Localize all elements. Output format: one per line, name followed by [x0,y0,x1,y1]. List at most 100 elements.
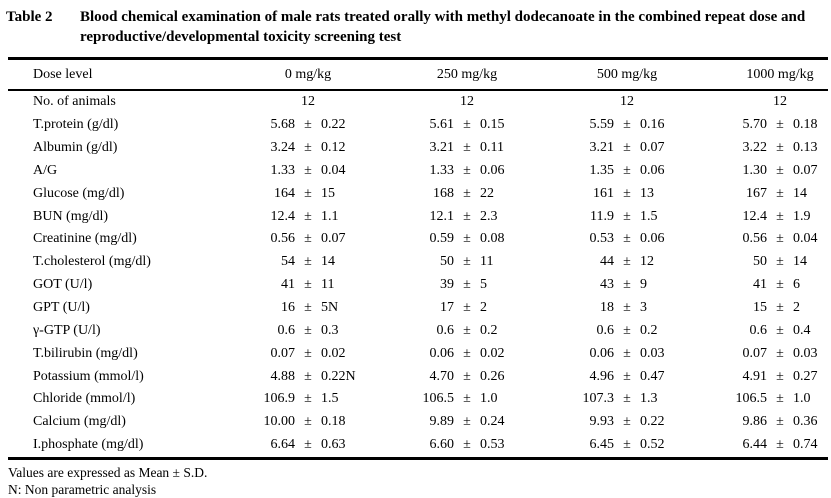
mean-sd-value: 5.61 ±0.15 [413,117,521,133]
plus-minus-sign: ± [623,300,631,316]
plus-minus-sign: ± [776,437,784,453]
row-label: A/G [33,162,58,178]
plus-minus-sign: ± [623,322,631,338]
mean-value: 5.68 [270,117,296,133]
mean-value: 41 [753,277,767,293]
plus-minus-sign: ± [463,185,471,201]
header-row: Dose level 0 mg/kg 250 mg/kg 500 mg/kg 1… [8,60,828,89]
plus-minus-sign: ± [623,231,631,247]
mean-sd-value: 3.22 ±0.13 [726,140,831,156]
mean-sd-value: 0.07 ±0.03 [726,346,831,362]
sd-value: 0.74 [793,437,818,453]
plus-minus-sign: ± [463,231,471,247]
mean-sd-value: 50 ±14 [726,254,831,270]
plus-minus-sign: ± [776,391,784,407]
row-label: I.phosphate (mg/dl) [33,437,144,453]
plus-minus-sign: ± [304,185,312,201]
value-cell: 5.61 ±0.15 [412,117,522,133]
plus-minus-sign: ± [463,437,471,453]
mean-sd-value: 4.88 ±0.22N [254,369,362,385]
value-cell: 0.59 ±0.08 [412,231,522,247]
plus-minus-sign: ± [463,162,471,178]
mean-value: 5.59 [589,117,615,133]
table-row: BUN (mg/dl) 12.4 ±1.1 12.1 ±2.3 11.9 ±1.5 12.4… [8,205,828,228]
value-cell: 0.6 ±0.2 [522,323,732,339]
mean-value: 12.4 [742,208,768,224]
animal-count: 12 [773,94,787,110]
mean-sd-value: 0.6 ±0.2 [413,323,521,339]
mean-value: 0.6 [436,322,455,338]
table-row: Potassium (mmol/l) 4.88 ±0.22N 4.70 ±0.26 4.… [8,365,828,388]
sd-value: 0.22 [321,117,346,133]
sd-value: 0.13 [793,140,818,156]
plus-minus-sign: ± [623,208,631,224]
plus-minus-sign: ± [623,414,631,430]
plus-minus-sign: ± [623,345,631,361]
mean-value: 6.45 [589,437,615,453]
mean-value: 0.07 [270,345,296,361]
table-caption: Table 2 Blood chemical examination of ma… [0,0,831,47]
table-row: T.protein (g/dl) 5.68 ±0.22 5.61 ±0.15 5.59 ±… [8,114,828,137]
data-table: Dose level 0 mg/kg 250 mg/kg 500 mg/kg 1… [8,57,828,460]
header-rule [8,89,828,91]
mean-sd-value: 5.70 ±0.18 [726,117,831,133]
value-cell: 1.35 ±0.06 [522,163,732,179]
plus-minus-sign: ± [463,300,471,316]
sd-value: 14 [321,254,335,270]
column-header: 250 mg/kg [436,66,498,82]
sd-value: 1.0 [793,391,811,407]
mean-sd-value: 54 ±14 [254,254,362,270]
mean-value: 50 [440,254,454,270]
plus-minus-sign: ± [304,437,312,453]
mean-value: 41 [281,277,295,293]
column-header: 500 mg/kg [596,66,658,82]
table-row: GOT (U/l) 41 ±11 39 ±5 43 ±9 41 ±6 [8,274,828,297]
column-header: 0 mg/kg [284,66,332,82]
value-cell: 3.22 ±0.13 [732,140,828,156]
value-cell: 18 ±3 [522,300,732,316]
value-cell: 4.88 ±0.22N [204,369,412,385]
value-cell: 15 ±2 [732,300,828,316]
value-cell: 44 ±12 [522,254,732,270]
mean-value: 54 [281,254,295,270]
plus-minus-sign: ± [304,277,312,293]
mean-value: 1.30 [742,162,768,178]
mean-sd-value: 0.53 ±0.06 [573,231,681,247]
plus-minus-sign: ± [623,140,631,156]
sd-value: 3 [640,300,647,316]
mean-sd-value: 107.3 ±1.3 [573,391,681,407]
mean-value: 50 [753,254,767,270]
value-cell: 41 ±11 [204,277,412,293]
plus-minus-sign: ± [776,254,784,270]
mean-value: 0.56 [742,231,768,247]
sd-value: 14 [793,254,807,270]
plus-minus-sign: ± [776,231,784,247]
mean-sd-value: 1.33 ±0.04 [254,163,362,179]
value-cell: 5.70 ±0.18 [732,117,828,133]
mean-sd-value: 106.5 ±1.0 [726,391,831,407]
plus-minus-sign: ± [623,162,631,178]
mean-value: 12.4 [270,208,296,224]
sd-value: 2 [480,300,487,316]
value-cell: 0.07 ±0.02 [204,346,412,362]
sd-value: 0.52 [640,437,665,453]
row-label: BUN (mg/dl) [33,208,109,224]
plus-minus-sign: ± [304,300,312,316]
value-cell: 12.1 ±2.3 [412,209,522,225]
value-cell: 41 ±6 [732,277,828,293]
row-label: GPT (U/l) [33,300,90,316]
plus-minus-sign: ± [623,277,631,293]
plus-minus-sign: ± [623,391,631,407]
sd-value: 0.36 [793,414,818,430]
mean-sd-value: 167 ±14 [726,186,831,202]
table-number: Table 2 [6,9,53,25]
mean-value: 106.5 [422,391,455,407]
sd-value: 5 [480,277,487,293]
plus-minus-sign: ± [304,117,312,133]
mean-value: 0.07 [742,345,768,361]
mean-sd-value: 5.59 ±0.16 [573,117,681,133]
sd-value: 0.08 [480,231,505,247]
animal-count: 12 [620,94,634,110]
mean-sd-value: 106.9 ±1.5 [254,391,362,407]
value-cell: 0.56 ±0.07 [204,231,412,247]
